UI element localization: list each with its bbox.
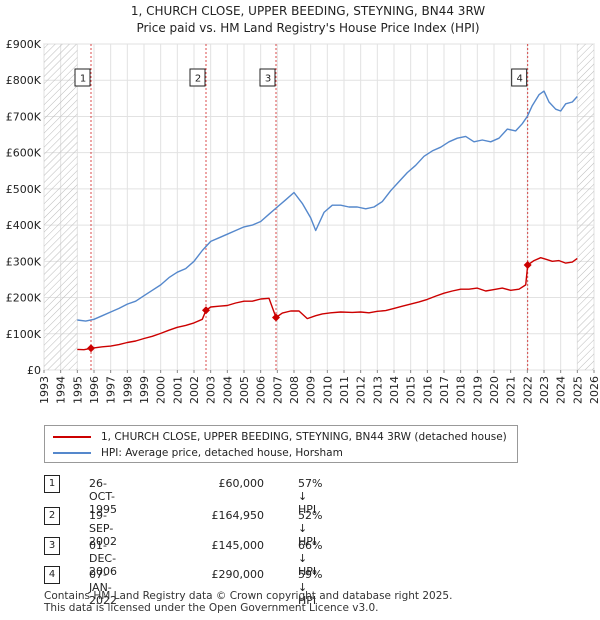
transaction-hpi: 59% ↓ HPI [298, 568, 323, 607]
chart-title: 1, CHURCH CLOSE, UPPER BEEDING, STEYNING… [131, 4, 485, 18]
sale-point [272, 313, 280, 322]
y-tick-label: £200K [6, 292, 42, 305]
transaction-number: 4 [44, 566, 60, 584]
x-tick-label: 2009 [305, 376, 318, 404]
footer-licence: This data is licensed under the Open Gov… [44, 602, 379, 614]
transaction-hpi: 57% ↓ HPI [298, 477, 323, 516]
legend-label-property: 1, CHURCH CLOSE, UPPER BEEDING, STEYNING… [101, 431, 507, 443]
x-tick-label: 2021 [505, 376, 518, 404]
transaction-date: 19-SEP-2002 [89, 509, 117, 548]
y-tick-label: £600K [6, 147, 42, 160]
x-tick-label: 2003 [205, 376, 218, 404]
x-tick-label: 2018 [455, 376, 468, 404]
y-tick-label: £0 [27, 364, 41, 377]
y-tick-label: £700K [6, 110, 42, 123]
transaction-price: £145,000 [211, 539, 265, 552]
x-tick-label: 2015 [405, 376, 418, 404]
sale-point [202, 306, 210, 315]
x-tick-label: 2025 [571, 376, 584, 404]
sale-labels: 1 2 3 4 [74, 68, 528, 87]
transaction-price: £290,000 [211, 568, 265, 581]
x-tick-label: 2010 [321, 376, 334, 404]
transaction-number: 2 [44, 507, 60, 525]
sale-label-box [511, 68, 528, 87]
transaction-price: £164,950 [211, 509, 265, 522]
plot-area [43, 43, 595, 371]
sale-label-text: 1 [80, 74, 86, 85]
x-tick-label: 2023 [538, 376, 551, 404]
x-tick-label: 2020 [488, 376, 501, 404]
y-tick-label: £500K [6, 183, 42, 196]
y-tick-label: £300K [6, 255, 42, 268]
legend-line-hpi [53, 452, 91, 454]
y-axis-ticks: £0 £100K £200K £300K £400K £500K £600K £700K £80… [6, 38, 42, 377]
chart-legend: 1, CHURCH CLOSE, UPPER BEEDING, STEYNING… [44, 425, 518, 463]
transaction-hpi: 66% ↓ HPI [298, 539, 323, 578]
x-tick-label: 2019 [471, 376, 484, 404]
x-tick-label: 2024 [555, 376, 568, 404]
sale-points [87, 260, 532, 353]
x-tick-label: 2004 [221, 376, 234, 404]
x-tick-label: 2001 [171, 376, 184, 404]
plot-background [43, 43, 595, 371]
x-tick-label: 2006 [255, 376, 268, 404]
sale-point [523, 260, 532, 269]
sale-label-box [189, 68, 206, 87]
legend-label-hpi: HPI: Average price, detached house, Hors… [101, 447, 343, 459]
price-chart: 1, CHURCH CLOSE, UPPER BEEDING, STEYNING… [6, 4, 600, 404]
x-tick-label: 2011 [338, 376, 351, 404]
x-tick-label: 2014 [388, 376, 401, 404]
x-tick-label: 1993 [38, 376, 51, 404]
transaction-number: 3 [44, 537, 60, 555]
transaction-date: 01-DEC-2006 [89, 539, 117, 578]
sale-label-box [259, 68, 276, 87]
transaction-date: 07-JAN-2022 [89, 568, 117, 607]
x-axis-ticks: 1993 1994 1995 1996 1997 1998 1999 2000 2001 2002… [38, 370, 600, 404]
x-tick-label: 2000 [155, 376, 168, 404]
x-tick-label: 1996 [88, 376, 101, 404]
x-tick-label: 2026 [588, 376, 600, 404]
footer-copyright: Contains HM Land Registry data © Crown c… [44, 590, 453, 602]
hatched-regions [44, 44, 594, 370]
x-tick-label: 1995 [71, 376, 84, 404]
sale-label-text: 3 [265, 74, 271, 85]
transaction-hpi: 52% ↓ HPI [298, 509, 323, 548]
legend-item-property: 1, CHURCH CLOSE, UPPER BEEDING, STEYNING… [53, 430, 507, 444]
y-tick-label: £400K [6, 219, 42, 232]
x-tick-label: 2007 [271, 376, 284, 404]
property-price-line [77, 257, 578, 351]
x-tick-label: 2013 [371, 376, 384, 404]
transaction-number: 1 [44, 475, 60, 493]
x-tick-label: 2017 [438, 376, 451, 404]
x-tick-label: 2016 [421, 376, 434, 404]
sale-label-text: 2 [195, 74, 201, 85]
legend-line-property [53, 436, 91, 438]
x-tick-label: 1997 [105, 376, 118, 404]
hatched-region [44, 44, 78, 370]
transaction-price: £60,000 [218, 477, 265, 490]
legend-item-hpi: HPI: Average price, detached house, Hors… [53, 446, 343, 460]
sale-label-box [74, 68, 91, 87]
hpi-line [77, 90, 578, 322]
transaction-date: 26-OCT-1995 [89, 477, 117, 516]
x-tick-label: 1994 [55, 376, 68, 404]
y-tick-label: £900K [6, 38, 42, 51]
y-tick-label: £100K [6, 328, 42, 341]
x-tick-label: 2002 [188, 376, 201, 404]
x-tick-label: 1998 [121, 376, 134, 404]
x-tick-label: 1999 [138, 376, 151, 404]
footer: Contains HM Land Registry data © Crown c… [44, 590, 452, 614]
x-tick-label: 2012 [355, 376, 368, 404]
x-tick-label: 2008 [288, 376, 301, 404]
sale-label-text: 4 [516, 74, 522, 85]
x-tick-label: 2005 [238, 376, 251, 404]
chart-subtitle: Price paid vs. HM Land Registry's House … [136, 21, 479, 35]
x-tick-label: 2022 [521, 376, 534, 404]
y-tick-label: £800K [6, 74, 42, 87]
sale-point [87, 344, 95, 353]
hatched-region [577, 44, 594, 370]
series-lines [77, 90, 578, 351]
